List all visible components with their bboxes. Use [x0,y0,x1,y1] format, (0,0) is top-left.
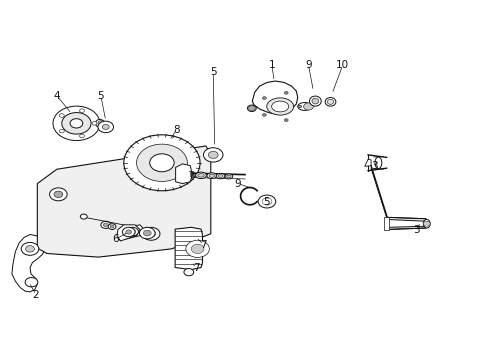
Ellipse shape [375,157,382,168]
Circle shape [186,240,209,257]
Ellipse shape [310,96,321,106]
Ellipse shape [196,172,206,179]
Circle shape [79,109,84,113]
Text: 2: 2 [32,290,39,300]
Circle shape [108,224,116,229]
Circle shape [25,246,34,252]
Circle shape [79,134,84,138]
Circle shape [137,144,187,181]
Circle shape [144,230,151,236]
Circle shape [304,103,314,110]
Polygon shape [37,146,211,257]
Circle shape [70,119,83,128]
Text: 5: 5 [264,197,270,207]
Polygon shape [384,217,389,230]
Circle shape [103,223,108,226]
Text: 5: 5 [98,91,104,101]
Polygon shape [252,81,298,114]
Circle shape [59,114,64,117]
Ellipse shape [209,174,215,177]
Circle shape [98,121,106,126]
Ellipse shape [216,174,225,179]
Circle shape [203,148,223,162]
Polygon shape [175,164,192,184]
Circle shape [150,154,174,172]
Circle shape [184,269,194,276]
Circle shape [423,221,430,226]
Circle shape [130,229,136,234]
Circle shape [101,221,111,228]
Text: 8: 8 [173,125,180,135]
Text: 1: 1 [269,60,275,70]
Ellipse shape [227,175,231,178]
Circle shape [127,227,139,236]
Circle shape [126,230,132,234]
Ellipse shape [271,101,289,112]
Polygon shape [12,234,46,292]
Ellipse shape [267,98,294,115]
Circle shape [102,125,109,130]
Circle shape [262,198,272,205]
Circle shape [53,106,100,140]
Ellipse shape [327,99,334,104]
Circle shape [191,244,204,253]
Text: 3: 3 [413,225,419,235]
Ellipse shape [312,98,319,104]
Ellipse shape [198,174,204,177]
Circle shape [140,227,155,239]
Text: 4: 4 [53,91,60,101]
Polygon shape [365,159,371,166]
Circle shape [80,214,87,219]
Circle shape [62,113,91,134]
Circle shape [284,91,288,94]
Circle shape [143,227,160,240]
Circle shape [298,105,302,108]
Circle shape [263,113,267,116]
Circle shape [110,225,114,228]
Ellipse shape [325,98,336,106]
Circle shape [49,188,67,201]
Circle shape [208,151,218,158]
Text: 3: 3 [371,161,378,171]
Polygon shape [117,225,140,241]
Circle shape [147,230,156,237]
Circle shape [59,129,64,133]
Circle shape [263,96,267,99]
Ellipse shape [247,105,256,112]
Circle shape [21,242,39,255]
Text: 6: 6 [112,234,119,244]
Ellipse shape [423,220,430,228]
Text: 5: 5 [210,67,217,77]
Text: 7: 7 [200,239,207,249]
Text: 10: 10 [336,60,349,70]
Polygon shape [175,227,202,270]
Text: 7: 7 [193,263,199,273]
Text: 9: 9 [234,179,241,189]
Circle shape [258,195,276,208]
Ellipse shape [207,173,217,179]
Ellipse shape [298,103,312,111]
Circle shape [248,106,255,111]
Circle shape [25,278,38,287]
Ellipse shape [225,174,233,179]
Polygon shape [387,217,428,229]
Ellipse shape [218,175,223,177]
Circle shape [124,135,200,191]
Polygon shape [121,225,145,239]
Circle shape [122,227,135,237]
Circle shape [98,121,114,133]
Circle shape [54,191,63,198]
Text: 9: 9 [305,60,312,70]
Circle shape [92,122,97,125]
Ellipse shape [96,120,104,127]
Circle shape [284,119,288,122]
